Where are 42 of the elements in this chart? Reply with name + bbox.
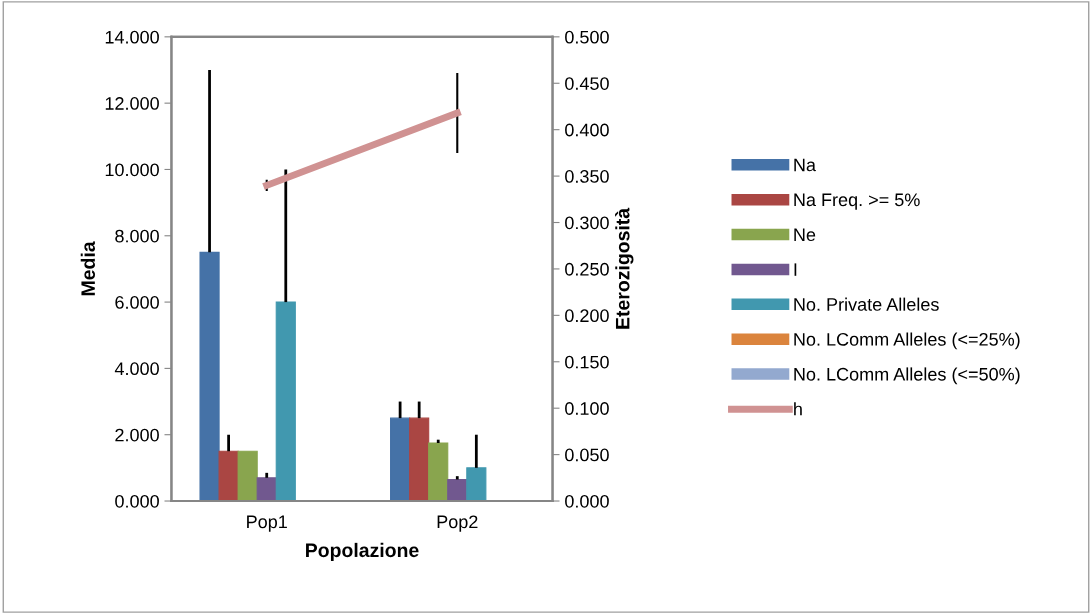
y-tick-label: 12.000 (105, 97, 159, 110)
y2-tick-label: 0.300 (565, 216, 609, 230)
bar (275, 301, 296, 502)
y2-tick-label: 0.100 (565, 402, 609, 415)
y2-tick-label: 0.000 (565, 494, 609, 508)
y2-tick-label: 0.350 (565, 170, 609, 183)
y2-tick-label: 0.450 (565, 77, 609, 90)
y-tick-label: 0.000 (115, 494, 159, 508)
legend-label: No. Private Alleles (794, 297, 939, 311)
legend-label: No. LComm Alleles (<=50%) (794, 367, 1020, 385)
legend-label: No. LComm Alleles (<=25%) (794, 332, 1020, 350)
bar (409, 417, 430, 502)
bar (199, 251, 220, 502)
x-tick-label: Pop2 (437, 515, 478, 532)
y-tick-label: 8.000 (115, 229, 159, 243)
legend-label: Ne (794, 228, 816, 242)
bar (390, 417, 411, 502)
y2-tick-label: 0.500 (565, 30, 609, 44)
bar (237, 450, 258, 502)
y-tick-label: 4.000 (114, 362, 159, 376)
legend-label: Na Freq. >= 5% (794, 193, 920, 210)
x-tick-label: Pop1 (247, 515, 287, 532)
y2-tick-label: 0.400 (565, 123, 609, 137)
y2-tick-label: 0.150 (565, 355, 609, 369)
y-tick-label: 14.000 (105, 30, 159, 44)
legend-label: h (794, 402, 802, 416)
y-tick-label: 6.000 (115, 296, 159, 309)
y2-axis-title: Eterozigosità (615, 207, 634, 329)
x-axis-title: Popolazione (306, 542, 419, 561)
bar (447, 478, 468, 502)
y-axis-title: Media (80, 241, 96, 296)
legend-label: I (794, 263, 797, 276)
bar (428, 442, 449, 502)
legend-label: Na (794, 158, 816, 172)
y2-tick-label: 0.050 (565, 448, 609, 462)
bar (256, 477, 277, 502)
bar (466, 467, 487, 502)
y2-tick-label: 0.200 (565, 309, 609, 323)
bar (218, 450, 239, 502)
y-tick-label: 10.000 (105, 163, 159, 177)
y2-tick-label: 0.250 (565, 262, 609, 276)
y-tick-label: 2.000 (115, 428, 159, 442)
